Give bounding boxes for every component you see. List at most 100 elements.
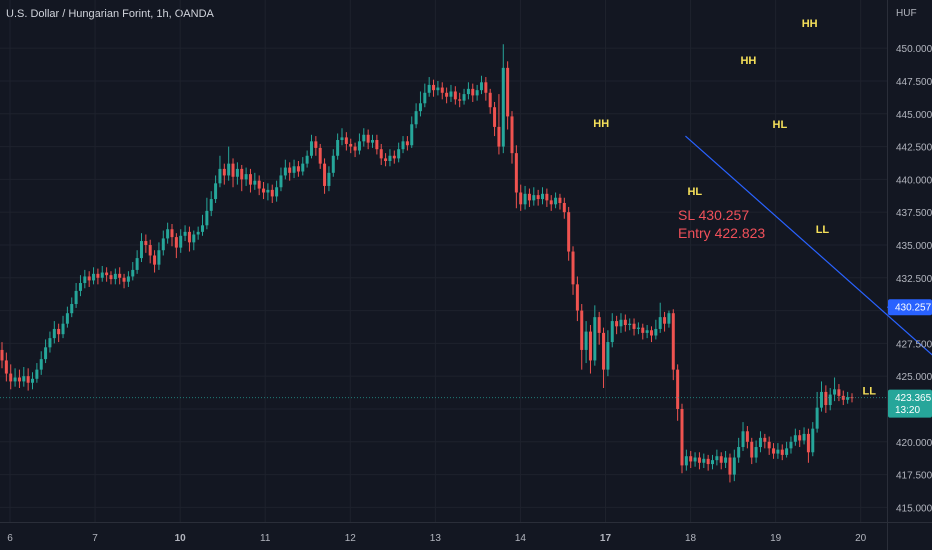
price-tick-label: 445.000 [896, 110, 932, 121]
candle [689, 450, 693, 469]
candle [275, 180, 279, 202]
candle-body [436, 87, 440, 91]
candle [632, 318, 636, 336]
candle [401, 136, 405, 154]
candle-body [806, 433, 810, 453]
date-tick-label: 13 [430, 533, 442, 544]
candle [680, 403, 684, 474]
candle-body [366, 134, 370, 143]
candle-body [541, 193, 545, 200]
price-tag-bg [888, 389, 932, 418]
candle [205, 197, 209, 230]
candle [157, 242, 161, 270]
candle-body [157, 250, 161, 265]
candle [405, 136, 409, 151]
candle-body [31, 378, 35, 383]
candle-body [628, 323, 632, 326]
candle-body [689, 456, 693, 462]
candle-body [349, 143, 353, 147]
candle-body [218, 168, 222, 184]
candle [371, 134, 375, 148]
date-tick-label: 19 [770, 533, 782, 544]
candle [301, 157, 305, 176]
candle [580, 304, 584, 370]
pattern-label: HL [773, 119, 788, 131]
candle [131, 262, 135, 281]
candle-body [427, 84, 431, 93]
date-tick-label: 18 [685, 533, 697, 544]
candle [248, 168, 252, 193]
candle-body [371, 140, 375, 143]
time-axis[interactable]: 6 7 10 11 12 13 14 17 18 19 20 [7, 533, 866, 544]
candle [166, 222, 170, 244]
date-tick-label: 10 [175, 533, 187, 544]
candle [654, 319, 658, 340]
candle-body [388, 155, 392, 162]
candle [0, 342, 4, 369]
candle [475, 84, 479, 101]
candle-body [745, 431, 749, 442]
candle [240, 164, 244, 192]
candle [52, 321, 56, 344]
candle-body [384, 158, 388, 162]
candle [70, 297, 74, 318]
candle [327, 166, 331, 192]
currency-label: HUF [896, 8, 917, 19]
candle [541, 187, 545, 205]
candle-body [649, 330, 653, 336]
price-axis[interactable]: 450.000 447.500 445.000 442.500 440.000 437.5… [888, 8, 932, 514]
date-tick-label: 17 [600, 533, 612, 544]
pattern-label: HH [740, 55, 756, 67]
candle-body [161, 238, 165, 251]
candle [209, 191, 213, 217]
candle-body [493, 107, 497, 127]
candle-body [593, 317, 597, 361]
price-tag: 430.257 [888, 299, 932, 316]
candle [471, 83, 475, 102]
candle-body [423, 92, 427, 104]
candle-body [702, 458, 706, 463]
candle [100, 265, 104, 282]
candle [17, 369, 21, 388]
candle [497, 94, 501, 155]
candle-body [205, 210, 209, 226]
candle [83, 269, 87, 289]
candle-body [283, 167, 287, 176]
candle [488, 88, 492, 114]
candle [392, 150, 396, 164]
drawing-overlays: SL 430.257 Entry 422.823 [0, 135, 932, 399]
candle-body [641, 327, 645, 333]
candle [737, 437, 741, 463]
candle-body [13, 377, 17, 382]
candle [196, 226, 200, 240]
candle-body [118, 273, 122, 278]
candle [571, 246, 575, 295]
candle-body [497, 126, 501, 147]
candle [279, 167, 283, 192]
candle [31, 372, 35, 390]
candle-body [248, 174, 252, 185]
candle [715, 449, 719, 466]
candle-body [519, 192, 523, 205]
candle [218, 155, 222, 188]
candle [458, 92, 462, 108]
candle-body [445, 92, 449, 97]
candle-body [536, 195, 540, 200]
candle-body [96, 273, 100, 278]
candle [658, 302, 662, 333]
candle [758, 431, 762, 453]
candle-body [305, 155, 309, 164]
candle [466, 82, 470, 100]
candle-body [222, 168, 226, 176]
candles [0, 44, 854, 483]
candle-body [684, 456, 688, 466]
candle-body [715, 456, 719, 461]
trade-note: SL 430.257 [678, 207, 749, 223]
candle-body [828, 394, 832, 406]
candle [793, 428, 797, 446]
candle-body [105, 272, 109, 276]
candle [724, 450, 728, 469]
candle-body [758, 437, 762, 448]
candle [802, 427, 806, 445]
